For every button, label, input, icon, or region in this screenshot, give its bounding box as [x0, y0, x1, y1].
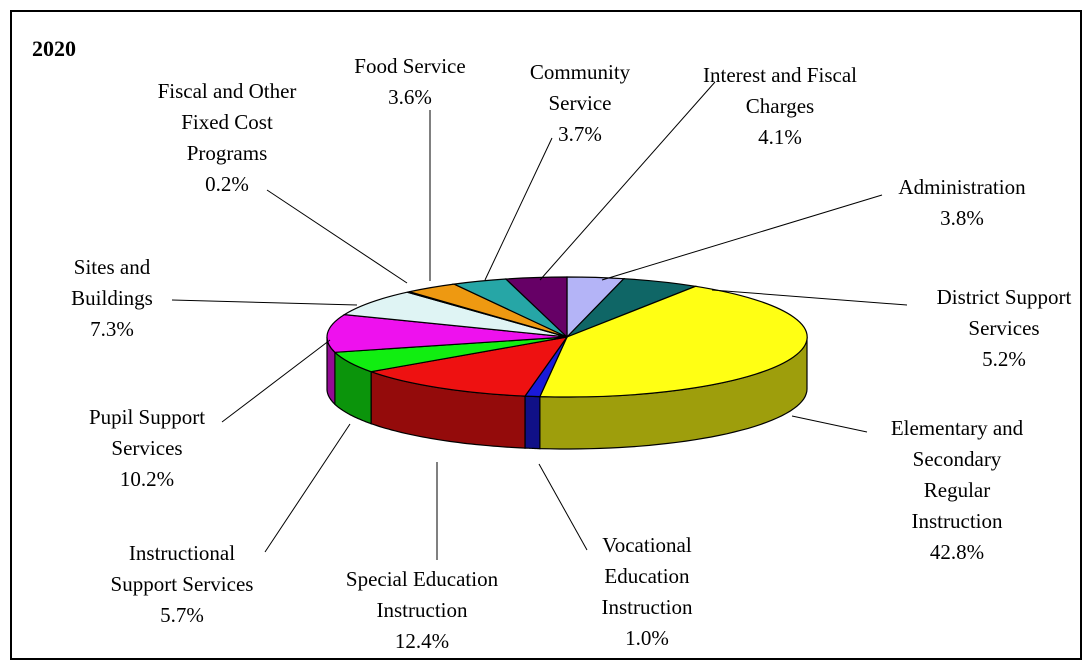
- data-label-9: Food Service 3.6%: [354, 54, 465, 109]
- chart-title: 2020: [32, 36, 76, 61]
- pie-slice-2: [538, 285, 808, 398]
- leader-line-8: [266, 189, 408, 284]
- pie-top-group: [326, 276, 808, 398]
- data-label-6: Pupil Support Services 10.2%: [89, 405, 205, 491]
- leader-line-3: [538, 463, 588, 551]
- data-labels-group: Administration 3.8% District Support Servic…: [71, 54, 1071, 653]
- data-label-8: Fiscal and Other Fixed Cost Programs 0.2%: [158, 79, 297, 196]
- leader-line-0: [601, 194, 883, 281]
- data-label-11: Interest and Fiscal Charges 4.1%: [703, 63, 857, 149]
- data-label-0: Administration 3.8%: [898, 175, 1026, 230]
- pie-slice-6: [326, 313, 568, 353]
- data-label-2: Elementary and Secondary Regular Instructio…: [891, 416, 1024, 564]
- chart-frame: 2020 Administration 3.8% District Support S…: [10, 10, 1082, 660]
- pie-slice-4: [368, 336, 569, 397]
- data-label-7: Sites and Buildings 7.3%: [71, 255, 153, 341]
- data-label-1: District Support Services 5.2%: [937, 285, 1072, 371]
- pie-chart: 2020 Administration 3.8% District Support S…: [32, 36, 1072, 653]
- leader-line-11: [539, 81, 716, 281]
- leader-line-7: [171, 299, 358, 306]
- pie-slice-7: [342, 291, 568, 338]
- data-label-3: Vocational Education Instruction 1.0%: [602, 533, 693, 650]
- data-label-10: Community Service 3.7%: [530, 60, 631, 146]
- data-label-5: Instructional Support Services 5.7%: [111, 541, 254, 627]
- pie-side-3: [524, 395, 541, 450]
- leader-line-2: [791, 415, 868, 433]
- pie-slice-11: [504, 276, 568, 339]
- pie-depth-group: [326, 336, 808, 450]
- leader-line-1: [711, 289, 908, 306]
- data-label-4: Special Education Instruction 12.4%: [346, 567, 499, 653]
- leader-line-10: [484, 137, 553, 281]
- leader-line-6: [221, 339, 331, 423]
- leader-lines-group: [171, 81, 908, 560]
- leader-line-5: [264, 423, 351, 553]
